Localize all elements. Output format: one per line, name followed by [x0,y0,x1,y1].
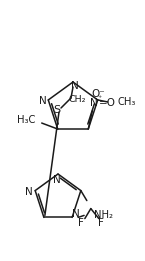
Text: =O: =O [99,98,116,108]
Text: N: N [72,209,80,220]
Text: F: F [78,218,84,228]
Text: S: S [54,105,61,115]
Text: O⁻: O⁻ [91,89,105,99]
Text: CH₂: CH₂ [68,94,86,104]
Text: N: N [25,187,33,197]
Text: N: N [53,175,61,185]
Text: F: F [98,218,104,228]
Text: ⁺: ⁺ [97,93,101,103]
Text: N: N [90,98,98,108]
Text: N: N [71,81,79,91]
Text: H₃C: H₃C [17,115,36,125]
Text: NH₂: NH₂ [94,210,113,221]
Text: N: N [39,96,47,106]
Text: CH₃: CH₃ [118,97,136,107]
